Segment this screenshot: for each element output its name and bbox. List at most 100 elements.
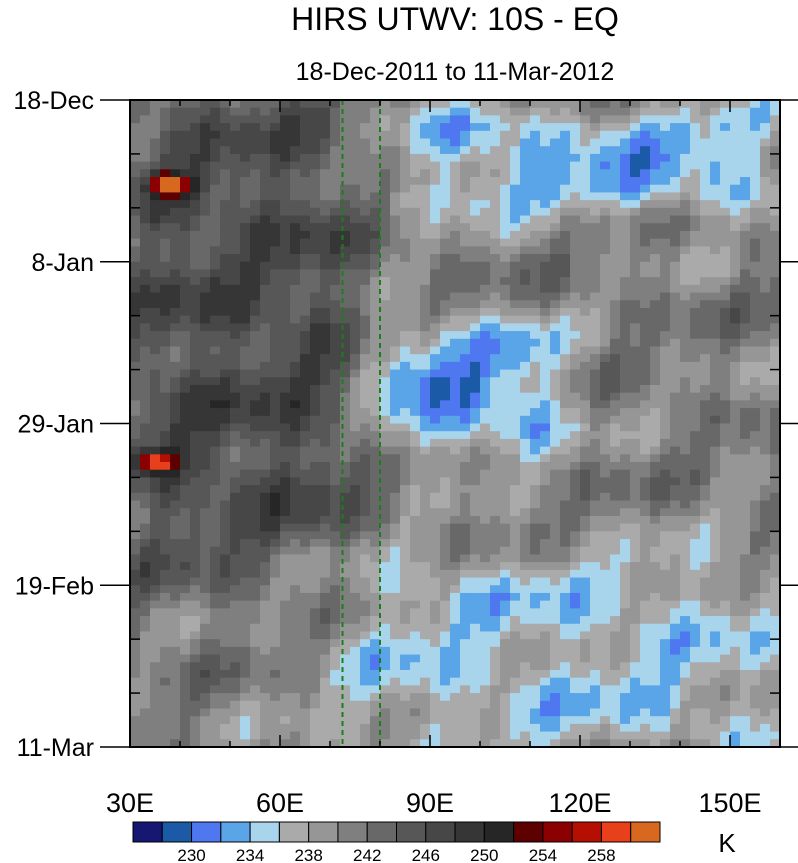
- field-cell: [300, 315, 311, 324]
- field-cell: [550, 177, 561, 186]
- field-cell: [770, 608, 780, 617]
- field-cell: [740, 438, 751, 448]
- field-cell: [560, 608, 571, 617]
- field-cell: [490, 300, 501, 309]
- field-cell: [180, 369, 191, 378]
- field-cell: [650, 654, 661, 663]
- field-cell: [520, 138, 531, 147]
- field-cell: [160, 662, 171, 671]
- field-cell: [300, 454, 311, 463]
- field-cell: [200, 639, 211, 648]
- field-cell: [130, 608, 141, 617]
- field-cell: [440, 577, 451, 586]
- field-cell: [750, 100, 761, 109]
- field-cell: [520, 485, 531, 494]
- field-cell: [270, 115, 281, 124]
- field-cell: [480, 515, 491, 525]
- field-cell: [770, 377, 780, 386]
- field-cell: [290, 284, 301, 294]
- field-cell: [510, 161, 521, 170]
- field-cell: [660, 384, 671, 394]
- field-cell: [450, 400, 461, 409]
- field-cell: [580, 446, 591, 455]
- field-cell: [160, 192, 171, 201]
- field-cell: [540, 515, 551, 525]
- field-cell: [460, 361, 471, 371]
- field-cell: [180, 169, 191, 178]
- field-cell: [310, 477, 321, 486]
- field-cell: [610, 284, 621, 294]
- field-cell: [470, 592, 481, 602]
- field-cell: [680, 223, 691, 232]
- field-cell: [600, 677, 611, 686]
- field-cell: [480, 423, 491, 432]
- field-cell: [140, 254, 151, 263]
- field-cell: [370, 384, 381, 394]
- field-cell: [140, 138, 151, 147]
- field-cell: [160, 423, 171, 432]
- field-cell: [640, 539, 651, 548]
- field-cell: [500, 562, 511, 571]
- field-cell: [370, 315, 381, 324]
- field-cell: [680, 200, 691, 209]
- field-cell: [420, 669, 431, 679]
- field-cell: [490, 246, 501, 255]
- field-cell: [250, 585, 261, 594]
- field-cell: [690, 562, 701, 571]
- field-cell: [480, 592, 491, 602]
- field-cell: [770, 300, 780, 309]
- field-cell: [430, 307, 441, 317]
- field-cell: [280, 508, 291, 517]
- field-cell: [240, 431, 251, 440]
- field-cell: [660, 215, 671, 224]
- field-cell: [490, 115, 501, 124]
- field-cell: [320, 130, 331, 140]
- field-cell: [350, 469, 361, 479]
- field-cell: [580, 585, 591, 594]
- field-cell: [550, 238, 561, 247]
- field-cell: [340, 500, 351, 509]
- field-cell: [150, 469, 161, 479]
- field-cell: [490, 415, 501, 425]
- field-cell: [520, 454, 531, 463]
- field-cell: [330, 469, 341, 479]
- field-cell: [390, 169, 401, 178]
- field-cell: [320, 554, 331, 563]
- field-cell: [660, 592, 671, 602]
- field-cell: [340, 654, 351, 663]
- field-cell: [350, 438, 361, 448]
- field-cell: [760, 477, 771, 486]
- field-cell: [270, 554, 281, 563]
- field-cell: [320, 177, 331, 186]
- field-cell: [270, 292, 281, 301]
- field-cell: [660, 130, 671, 140]
- field-cell: [600, 230, 611, 240]
- field-cell: [150, 639, 161, 648]
- field-cell: [190, 546, 201, 556]
- field-cell: [560, 331, 571, 340]
- field-cell: [480, 616, 491, 625]
- field-cell: [410, 115, 421, 124]
- field-cell: [270, 361, 281, 371]
- field-cell: [160, 454, 171, 463]
- field-cell: [540, 169, 551, 178]
- field-cell: [190, 415, 201, 425]
- field-cell: [320, 577, 331, 586]
- field-cell: [140, 177, 151, 186]
- field-cell: [430, 169, 441, 178]
- field-cell: [770, 238, 780, 247]
- field-cell: [130, 284, 141, 294]
- field-cell: [270, 300, 281, 309]
- field-cell: [370, 284, 381, 294]
- field-cell: [130, 462, 141, 471]
- field-cell: [140, 161, 151, 170]
- field-cell: [380, 446, 391, 455]
- field-cell: [450, 107, 461, 116]
- field-cell: [330, 261, 341, 271]
- field-cell: [440, 331, 451, 340]
- field-cell: [730, 531, 741, 540]
- field-cell: [470, 446, 481, 455]
- field-cell: [740, 138, 751, 147]
- field-cell: [300, 384, 311, 394]
- field-cell: [550, 477, 561, 486]
